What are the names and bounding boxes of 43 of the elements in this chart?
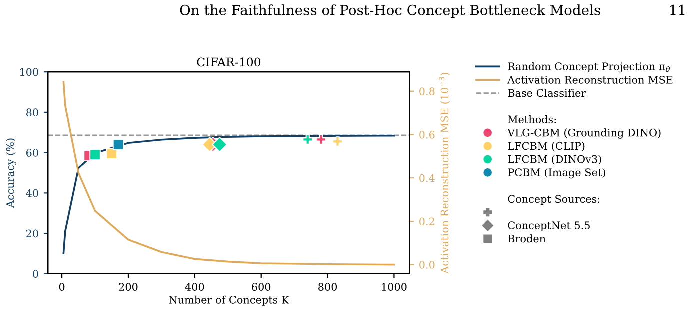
legend-label: Base Classifier — [508, 89, 586, 98]
y2-tick-label: 0.0 — [420, 261, 435, 269]
text: On the Faithfulness of Post-Hoc Concept Bottleneck Models — [180, 4, 600, 18]
point — [90, 149, 101, 160]
y-tick-label: 20 — [26, 230, 38, 238]
y2-tick-label: 0.2 — [420, 218, 434, 226]
text: ConceptNet 5.5 — [508, 222, 590, 232]
text: Methods: — [508, 115, 556, 124]
x-axis-title: Number of Concepts K — [169, 296, 290, 306]
point — [316, 134, 326, 145]
text: Concept Sources: — [508, 195, 600, 206]
line-series — [62, 81, 396, 266]
point — [112, 139, 124, 150]
legend-label: Activation Reconstruction MSE — [508, 76, 673, 84]
x-tick-label: 1000 — [382, 283, 407, 292]
x-tick-label: 400 — [185, 283, 204, 292]
x-tick-label: 200 — [119, 283, 138, 292]
text: 11 — [670, 4, 685, 16]
line-series — [62, 134, 396, 254]
text: Broden — [508, 234, 546, 243]
point — [212, 136, 228, 153]
y-tick-label: 0 — [33, 270, 38, 278]
y2-tick-label: 0.4 — [420, 174, 435, 182]
point — [332, 136, 343, 147]
legend-label: VLG-CBM (Grounding DINO) — [508, 128, 661, 139]
legend-label: LFCBM (CLIP) — [508, 142, 585, 152]
y2-axis-title: Activation Reconstruction MSE (10$^{−3}$) — [439, 73, 450, 274]
legend-label: Random Concept Projection π$_{θ}$ — [508, 62, 670, 73]
x-tick-label: 800 — [318, 283, 338, 292]
legend-label: PCBM (Image Set) — [508, 168, 606, 179]
y2-tick-label: 0.8 — [420, 88, 435, 96]
y-tick-label: 100 — [20, 68, 38, 76]
x-tick-label: 0 — [59, 283, 65, 292]
y-tick-label: 60 — [26, 149, 38, 157]
y-tick-label: 40 — [26, 189, 38, 198]
legend-label: LFCBM (DINOv3) — [508, 155, 602, 165]
y-axis-title: Accuracy (%) — [6, 138, 16, 208]
point — [302, 134, 313, 145]
x-tick-label: 600 — [252, 283, 271, 292]
point — [106, 148, 118, 160]
y-tick-label: 80 — [26, 108, 38, 117]
y2-tick-label: 0.6 — [420, 130, 435, 139]
chart-title: CIFAR-100 — [197, 58, 261, 67]
